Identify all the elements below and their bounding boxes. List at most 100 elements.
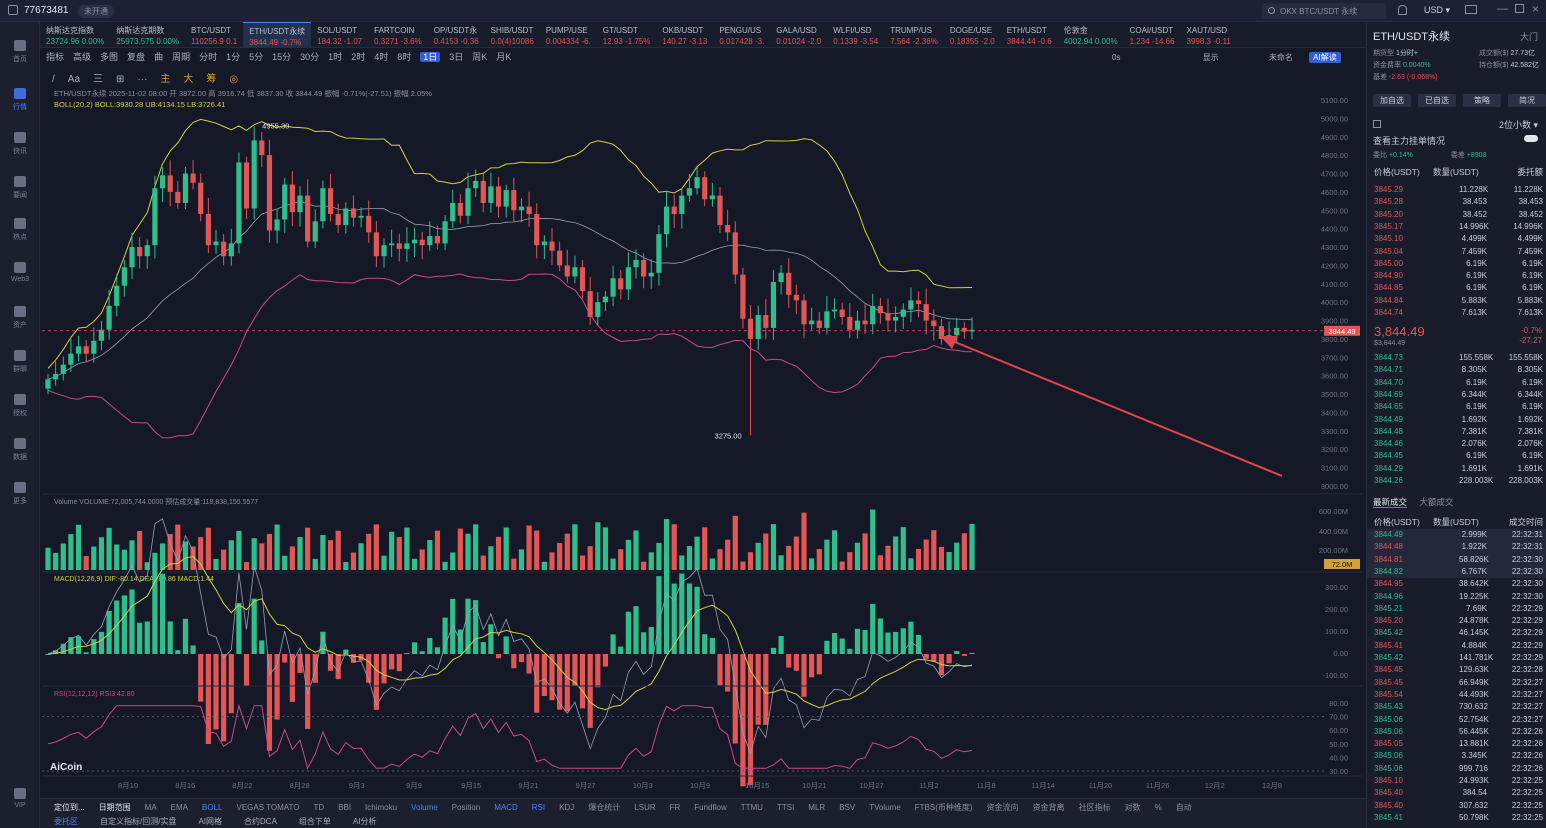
panel-sub[interactable]: 大门 [1519,32,1538,42]
orderbook-row[interactable]: 3844.73 155.558K 155.558K [1367,352,1546,364]
panel-button-3[interactable]: 简况 [1508,94,1546,107]
indicator-2[interactable]: BOLL [202,803,223,812]
orderbook-row[interactable]: 3845.29 11.228K 11.228K [1367,184,1546,196]
indicator-13[interactable]: LSUR [634,803,656,812]
bottom-tab-4[interactable]: 组合下单 [298,817,331,826]
bottom-right-0[interactable]: 社区指标 [1078,803,1111,812]
bell-icon[interactable] [1398,5,1407,15]
sidebar-item-1[interactable]: 行情 [0,88,40,112]
toolbar-item-17[interactable]: 周K [472,52,488,62]
indicator-14[interactable]: FR [669,803,681,812]
indicator-8[interactable]: Position [451,803,481,812]
indicator-23[interactable]: 资金背离 [1032,803,1065,812]
indicator-10[interactable]: RSI [531,803,546,812]
ai-explain-button[interactable]: AI解读 [1309,52,1341,63]
indicator-5[interactable]: BBI [338,803,352,812]
sidebar-item-4[interactable]: 热点 [0,218,40,242]
ticker-18[interactable]: COAI/USDT 1.234 -14.66 [1124,22,1181,47]
orderbook-row[interactable]: 3845.20 38.452 38.452 [1367,209,1546,221]
panel-button-1[interactable]: 已自选 [1418,94,1456,107]
ticker-11[interactable]: PENGU/US 0.017428 -3. [713,22,770,47]
toolbar-item-3[interactable]: 复盘 [127,52,146,62]
minimize-icon[interactable]: — [1497,3,1508,15]
bottom-tab-2[interactable]: AI网格 [198,817,223,826]
user-id[interactable]: 77673481 [24,5,69,16]
indicator-4[interactable]: TD [313,803,325,812]
orderbook-row[interactable]: 3844.71 8.305K 8.305K [1367,364,1546,376]
orderbook-row[interactable]: 3845.04 7.459K 7.459K [1367,246,1546,258]
ticker-8[interactable]: PUMP/USE 0.004334 -6. [540,22,597,47]
indicator-1[interactable]: EMA [170,803,189,812]
toolbar-item-18[interactable]: 月K [496,52,512,62]
sidebar-item-0[interactable]: 首页 [0,40,40,64]
drawing-tool-2[interactable]: 三 [93,74,104,85]
ticker-17[interactable]: 伦敦金 4002.94 0.00% [1058,22,1124,47]
orderbook-row[interactable]: 3844.46 2.076K 2.076K [1367,438,1546,450]
bottom-tab-1[interactable]: 自定义指标/回测/实盘 [100,817,177,826]
toolbar-item-6[interactable]: 分时 [199,52,218,62]
bottom-tab-3[interactable]: 合约DCA [244,817,277,826]
search-input[interactable]: OKX BTC/USDT 永续 [1262,3,1386,19]
toolbar-item-2[interactable]: 多图 [100,52,119,62]
ticker-16[interactable]: ETH/USDT 3844.44 -0.6 [1001,22,1058,47]
toolbar-item-12[interactable]: 2时 [351,52,366,62]
orderbook-row[interactable]: 3844.65 6.19K 6.19K [1367,401,1546,413]
ticker-15[interactable]: DOGE/USE 0.18355 -2.0 [944,22,1001,47]
indicator-9[interactable]: MACD [494,803,518,812]
chart-area[interactable]: 5100.00 5000.00 4900.00 4800.00 4700.00 4600.… [42,86,1362,798]
close-icon[interactable]: × [1532,2,1540,16]
drawing-tool-0[interactable]: / [52,74,55,85]
bottom-right-2[interactable]: % [1154,803,1162,812]
sidebar-item-5[interactable]: Web3 [0,262,40,283]
toolbar-item-0[interactable]: 指标 [46,52,65,62]
ticker-14[interactable]: TRUMP/US 7.564 -2.36% [884,22,944,47]
candlestick-chart[interactable]: 5100.00 5000.00 4900.00 4800.00 4700.00 4600.… [42,86,1362,798]
panel-button-2[interactable]: 策略 [1463,94,1501,107]
drawing-tool-7[interactable]: 筹 [206,74,217,85]
orderbook-row[interactable]: 3844.45 6.19K 6.19K [1367,450,1546,462]
ticker-1[interactable]: 纳斯达克期数 25973.575 0.00% [110,22,185,47]
toolbar-item-7[interactable]: 1分 [226,52,241,62]
sidebar-item-3[interactable]: 要闻 [0,176,40,200]
indicator-15[interactable]: Fundflow [694,803,727,812]
drawing-tool-5[interactable]: 主 [160,74,171,85]
toolbar-item-16[interactable]: 3日 [449,52,464,62]
orderbook-row[interactable]: 3844.90 6.19K 6.19K [1367,270,1546,282]
vip-badge[interactable]: 未开通 [78,5,114,18]
ticker-5[interactable]: FARTCOIN 0.3271 -3.6% [368,22,428,47]
toolbar-item-4[interactable]: 曲 [154,52,164,62]
drawing-tool-8[interactable]: ◎ [229,74,239,85]
tab-large-trades[interactable]: 大额成交 [1419,497,1454,507]
indicator-11[interactable]: KDJ [559,803,575,812]
orderbook-row[interactable]: 3845.17 14.996K 14.996K [1367,221,1546,233]
drawing-tool-3[interactable]: ⊞ [116,74,125,85]
ticker-10[interactable]: OKB/USDT 140.27 -3.13 [656,22,713,47]
indicator-0[interactable]: MA [144,803,157,812]
sidebar-item-10[interactable]: 更多 [0,482,40,506]
ticker-12[interactable]: GALA/USD 0.01024 -2.0 [770,22,827,47]
ticker-6[interactable]: OP/USDT永 0.4153 -0.36 [428,22,485,47]
toolbar-item-14[interactable]: 8时 [397,52,412,62]
toolbar-item-10[interactable]: 30分 [300,52,320,62]
orderbook-row[interactable]: 3844.49 1.692K 1.692K [1367,414,1546,426]
toolbar-item-11[interactable]: 1时 [328,52,343,62]
indicator-7[interactable]: Volume [411,803,438,812]
sidebar-item-6[interactable]: 资产 [0,306,40,330]
ticker-7[interactable]: SHIB/USDT 0.0(4)10086 [485,22,540,47]
toolbar-item-1[interactable]: 高级 [73,52,92,62]
orderbook-row[interactable]: 3844.29 1.691K 1.691K [1367,463,1546,475]
bottom-right-1[interactable]: 对数 [1124,803,1141,812]
toolbar-item-13[interactable]: 4时 [374,52,389,62]
layout-name[interactable]: 未命名 [1268,53,1293,62]
indicator-16[interactable]: TTMU [740,803,763,812]
indicator-3[interactable]: VEGAS TOMATO [236,803,300,812]
toolbar-item-8[interactable]: 5分 [249,52,264,62]
orderbook-row[interactable]: 3844.74 7.613K 7.613K [1367,307,1546,319]
sidebar-item-8[interactable]: 授权 [0,394,40,418]
orderbook-row[interactable]: 3844.70 6.19K 6.19K [1367,377,1546,389]
mail-icon[interactable] [1465,5,1477,14]
main-force-toggle[interactable] [1524,135,1538,142]
orderbook-row[interactable]: 3845.10 4.499K 4.499K [1367,233,1546,245]
ticker-0[interactable]: 纳斯达克指数 23724.96 0.00% [40,22,110,47]
maximize-icon[interactable] [1515,4,1524,13]
